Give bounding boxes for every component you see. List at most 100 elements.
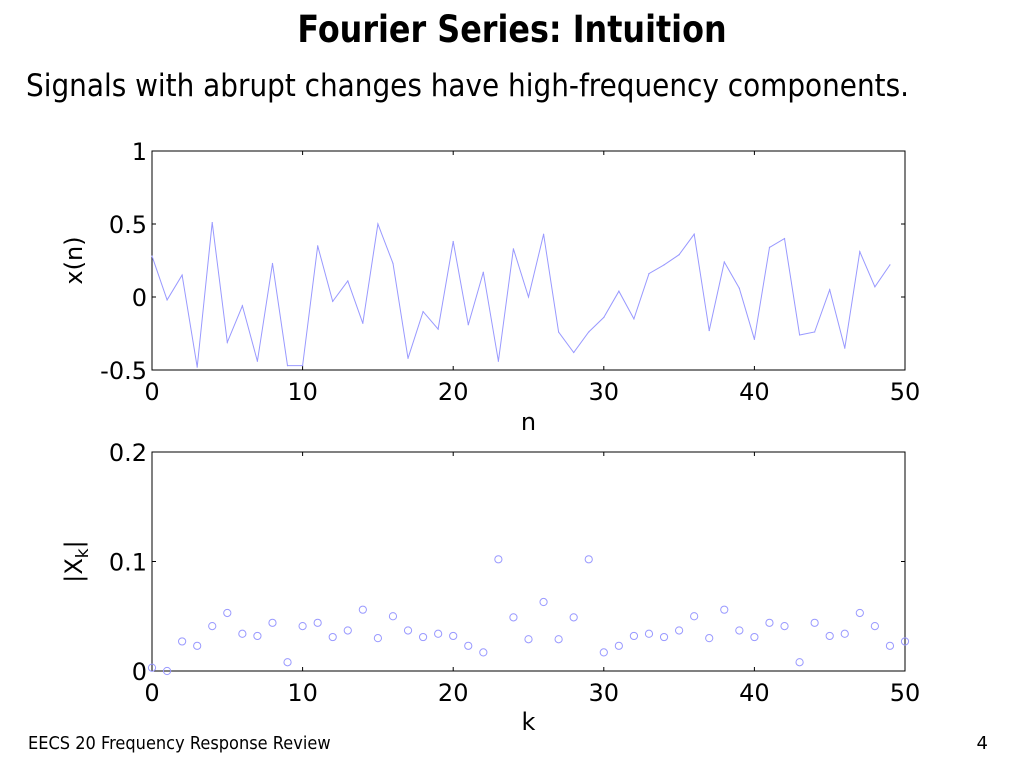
data-point xyxy=(693,233,695,235)
data-point xyxy=(780,622,789,631)
x-tick-label: 30 xyxy=(589,679,620,707)
data-point xyxy=(302,365,304,367)
y-tick-label: 0.5 xyxy=(109,211,147,239)
slide-title: Fourier Series: Intuition xyxy=(297,8,727,51)
data-point xyxy=(825,631,834,641)
data-point xyxy=(362,322,364,324)
data-point xyxy=(633,318,635,320)
data-point xyxy=(467,324,469,326)
data-point xyxy=(614,641,623,650)
footer-course-label: EECS 20 Frequency Response Review xyxy=(28,733,331,754)
data-point xyxy=(283,658,292,667)
data-point xyxy=(479,648,488,657)
page-number: 4 xyxy=(976,733,988,754)
y-axis-label: |Xk| xyxy=(60,540,93,582)
data-point xyxy=(181,274,183,276)
data-point xyxy=(829,289,831,291)
data-point xyxy=(422,311,424,313)
data-point xyxy=(256,360,259,362)
data-point xyxy=(151,255,153,257)
data-point xyxy=(343,626,352,635)
x-tick-label: 40 xyxy=(739,679,770,707)
data-point xyxy=(418,632,428,642)
data-point xyxy=(147,663,157,672)
data-point xyxy=(162,666,172,676)
data-point xyxy=(618,290,620,292)
data-point xyxy=(193,641,202,650)
data-point xyxy=(512,248,515,250)
data-point xyxy=(648,273,650,275)
data-point xyxy=(675,626,684,635)
y-tick-label: 0 xyxy=(132,658,147,686)
series-line xyxy=(151,222,891,368)
data-point xyxy=(328,632,337,642)
x-tick-label: 20 xyxy=(438,378,469,406)
data-point xyxy=(720,605,729,614)
data-point xyxy=(750,632,759,642)
data-point xyxy=(554,635,563,644)
data-point xyxy=(705,634,714,643)
data-point xyxy=(844,347,846,349)
data-point xyxy=(437,328,439,330)
data-point xyxy=(599,648,608,657)
data-point xyxy=(859,251,861,253)
data-point xyxy=(527,296,530,298)
data-point xyxy=(268,618,277,627)
data-point xyxy=(347,280,349,282)
data-point xyxy=(211,221,213,224)
y-axis-label: x(n) xyxy=(60,236,88,284)
data-point xyxy=(753,338,756,340)
data-point xyxy=(317,245,319,247)
data-point xyxy=(497,360,499,362)
data-point xyxy=(558,331,560,333)
data-point xyxy=(178,637,187,646)
x-tick-label: 10 xyxy=(287,378,318,406)
data-point xyxy=(388,612,398,621)
x-tick-label: 50 xyxy=(890,679,921,707)
data-point xyxy=(241,305,243,307)
data-point xyxy=(735,626,744,635)
x-tick-label: 20 xyxy=(438,679,469,707)
data-point xyxy=(539,597,548,607)
y-tick-label: 0 xyxy=(132,284,147,312)
data-point xyxy=(298,622,307,631)
data-point xyxy=(464,641,473,650)
data-point xyxy=(569,613,578,622)
data-point xyxy=(855,608,864,618)
data-point xyxy=(509,613,518,622)
data-point xyxy=(373,634,382,643)
data-point xyxy=(407,357,409,359)
y-tick-label: -0.5 xyxy=(100,357,147,385)
data-point xyxy=(584,555,593,564)
data-point xyxy=(313,618,322,627)
data-point xyxy=(358,605,367,614)
data-point xyxy=(870,622,879,631)
data-point xyxy=(663,264,665,266)
plot-frame xyxy=(151,150,906,371)
data-point xyxy=(889,264,891,266)
x-tick-label: 40 xyxy=(739,378,770,406)
data-point xyxy=(494,555,503,564)
data-point xyxy=(690,612,699,621)
data-point xyxy=(708,329,710,332)
data-point xyxy=(482,271,484,273)
x-tick-label: 50 xyxy=(890,378,921,406)
data-point xyxy=(166,299,168,301)
plot-frame xyxy=(151,451,906,672)
data-point xyxy=(678,254,680,256)
data-point xyxy=(226,341,228,343)
data-point xyxy=(798,334,801,336)
data-point xyxy=(449,631,458,641)
y-tick-label: 0.1 xyxy=(109,549,147,577)
data-point xyxy=(542,233,545,235)
data-point xyxy=(900,637,910,646)
data-point xyxy=(814,331,816,333)
data-point xyxy=(434,629,443,638)
y-tick-label: 1 xyxy=(132,138,147,166)
data-point xyxy=(238,629,247,638)
data-point xyxy=(253,631,262,641)
data-point xyxy=(196,366,198,368)
y-tick-label: 0.2 xyxy=(109,439,147,467)
